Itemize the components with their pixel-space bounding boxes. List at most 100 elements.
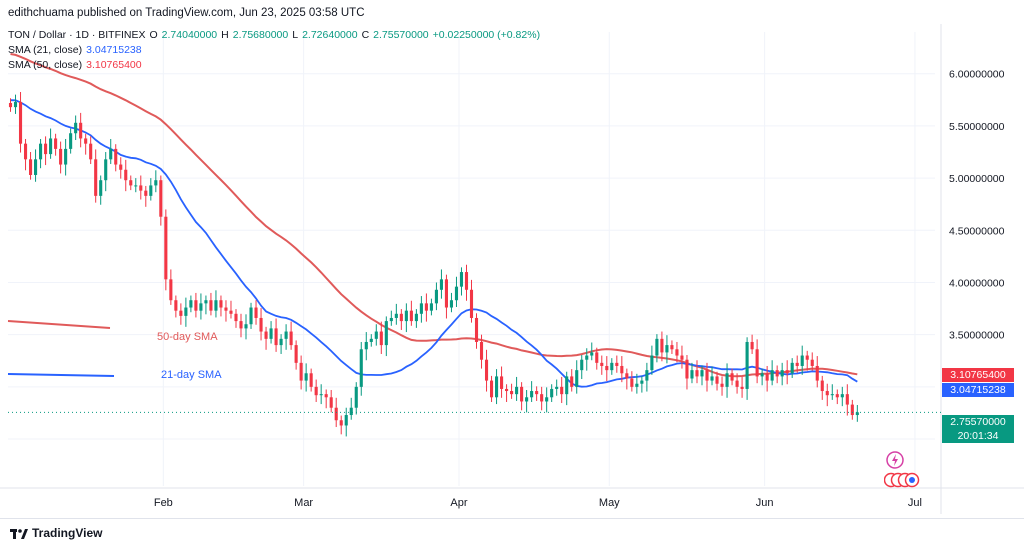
y-tick-label: 6.00000000 bbox=[949, 69, 1005, 81]
candle-body bbox=[59, 148, 63, 165]
candle bbox=[13, 94, 18, 114]
candle bbox=[760, 368, 764, 386]
candle-body bbox=[525, 397, 529, 402]
candle bbox=[575, 360, 579, 394]
candle-body bbox=[54, 138, 58, 149]
candle bbox=[69, 128, 73, 154]
candle bbox=[464, 264, 469, 301]
candle bbox=[560, 376, 564, 404]
candle bbox=[695, 360, 699, 384]
candle-body bbox=[610, 362, 614, 371]
candle-body bbox=[565, 376, 569, 395]
candle bbox=[259, 308, 263, 341]
candle bbox=[745, 337, 749, 400]
candle bbox=[730, 368, 734, 386]
candle bbox=[329, 389, 333, 413]
candle-body bbox=[329, 397, 333, 408]
candle bbox=[174, 295, 178, 318]
candle-body bbox=[244, 324, 248, 329]
low-value: 2.72640000 bbox=[302, 29, 358, 41]
candle bbox=[820, 375, 824, 400]
candle-body bbox=[785, 370, 789, 374]
sma21-legend-stroke bbox=[7, 373, 115, 377]
candle bbox=[525, 389, 529, 413]
close-value: 2.75570000 bbox=[373, 29, 429, 41]
candle-body bbox=[254, 307, 258, 318]
candle-body bbox=[705, 370, 709, 381]
candle-body bbox=[710, 376, 714, 381]
bar-countdown: 20:01:34 bbox=[957, 430, 999, 442]
candle-body bbox=[845, 394, 849, 405]
candle-body bbox=[755, 349, 759, 377]
candle bbox=[675, 341, 679, 363]
lightning-icon[interactable] bbox=[886, 451, 904, 469]
x-tick-label: Jun bbox=[756, 497, 774, 509]
candle-body bbox=[34, 159, 38, 175]
candle-body bbox=[645, 370, 649, 381]
candle-body bbox=[695, 370, 699, 377]
candle-body bbox=[409, 310, 413, 322]
axes: 2.500000003.000000003.500000004.00000000… bbox=[0, 24, 1024, 514]
candle-body bbox=[289, 331, 293, 346]
candle bbox=[224, 300, 228, 322]
candle bbox=[845, 384, 849, 416]
candle bbox=[755, 339, 759, 384]
candle bbox=[84, 133, 88, 155]
candle-body bbox=[99, 180, 103, 196]
y-tick-label: 4.00000000 bbox=[949, 277, 1005, 289]
candle bbox=[690, 362, 694, 384]
candle bbox=[565, 371, 569, 406]
candle-body bbox=[650, 355, 654, 371]
candle-body bbox=[640, 380, 644, 384]
candle-body bbox=[139, 185, 143, 191]
price-chart[interactable]: 2.500000003.000000003.500000004.00000000… bbox=[0, 24, 1024, 514]
candle bbox=[715, 371, 719, 391]
candle bbox=[459, 267, 464, 296]
x-tick-label: Apr bbox=[450, 497, 467, 509]
candle-body bbox=[840, 394, 844, 398]
candle bbox=[309, 368, 313, 392]
candle bbox=[74, 115, 78, 141]
high-label: H bbox=[221, 29, 229, 41]
candle-body bbox=[479, 341, 484, 360]
candle bbox=[349, 397, 353, 420]
candle-body bbox=[199, 303, 203, 311]
candle-body bbox=[595, 352, 599, 363]
last-price-value: 2.75570000 bbox=[950, 416, 1006, 428]
candle bbox=[510, 383, 514, 399]
sma50-legend-stroke bbox=[7, 320, 111, 329]
candle bbox=[194, 292, 198, 318]
candle-body bbox=[820, 380, 824, 392]
candle bbox=[785, 360, 789, 385]
tradingview-brand[interactable]: TradingView bbox=[10, 526, 102, 540]
stacked-coins-icon[interactable] bbox=[883, 472, 924, 488]
candle bbox=[454, 276, 459, 308]
candle bbox=[339, 415, 343, 435]
candle bbox=[354, 382, 358, 415]
candle-body bbox=[134, 185, 138, 187]
candle-body bbox=[18, 101, 23, 144]
chart-frame[interactable]: 2.500000003.000000003.500000004.00000000… bbox=[0, 24, 1024, 514]
candle bbox=[495, 369, 499, 405]
sma50-annotation: 50-day SMA bbox=[157, 331, 218, 343]
candle-body bbox=[590, 352, 594, 356]
symbol-label[interactable]: TON / Dollar · 1D · BITFINEX bbox=[8, 29, 146, 41]
candle bbox=[720, 376, 724, 396]
candle-body bbox=[630, 378, 634, 387]
candle-body bbox=[730, 373, 734, 381]
candle-body bbox=[605, 365, 609, 371]
candle-body bbox=[815, 365, 819, 381]
candle-body bbox=[224, 307, 228, 311]
candle-body bbox=[740, 386, 744, 389]
candle bbox=[650, 345, 654, 375]
candle-body bbox=[670, 345, 674, 350]
sma21-legend-label[interactable]: SMA (21, close) bbox=[8, 44, 83, 56]
sma50-legend-label[interactable]: SMA (50, close) bbox=[8, 59, 83, 71]
candle-body bbox=[264, 331, 268, 339]
candle bbox=[515, 376, 519, 401]
candle bbox=[424, 293, 428, 322]
candle-body bbox=[339, 420, 343, 426]
candle-body bbox=[545, 397, 549, 402]
candle-body bbox=[154, 180, 158, 186]
candle bbox=[214, 290, 218, 318]
